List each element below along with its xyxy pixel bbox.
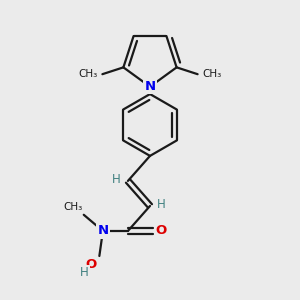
Text: O: O xyxy=(155,224,167,238)
Text: N: N xyxy=(144,80,156,93)
Text: N: N xyxy=(97,224,109,238)
Text: H: H xyxy=(80,266,89,279)
Text: H: H xyxy=(158,198,166,211)
Text: CH₃: CH₃ xyxy=(63,202,82,212)
Text: H: H xyxy=(112,173,121,186)
Text: CH₃: CH₃ xyxy=(202,69,221,79)
Text: O: O xyxy=(86,258,97,272)
Text: CH₃: CH₃ xyxy=(79,69,98,79)
